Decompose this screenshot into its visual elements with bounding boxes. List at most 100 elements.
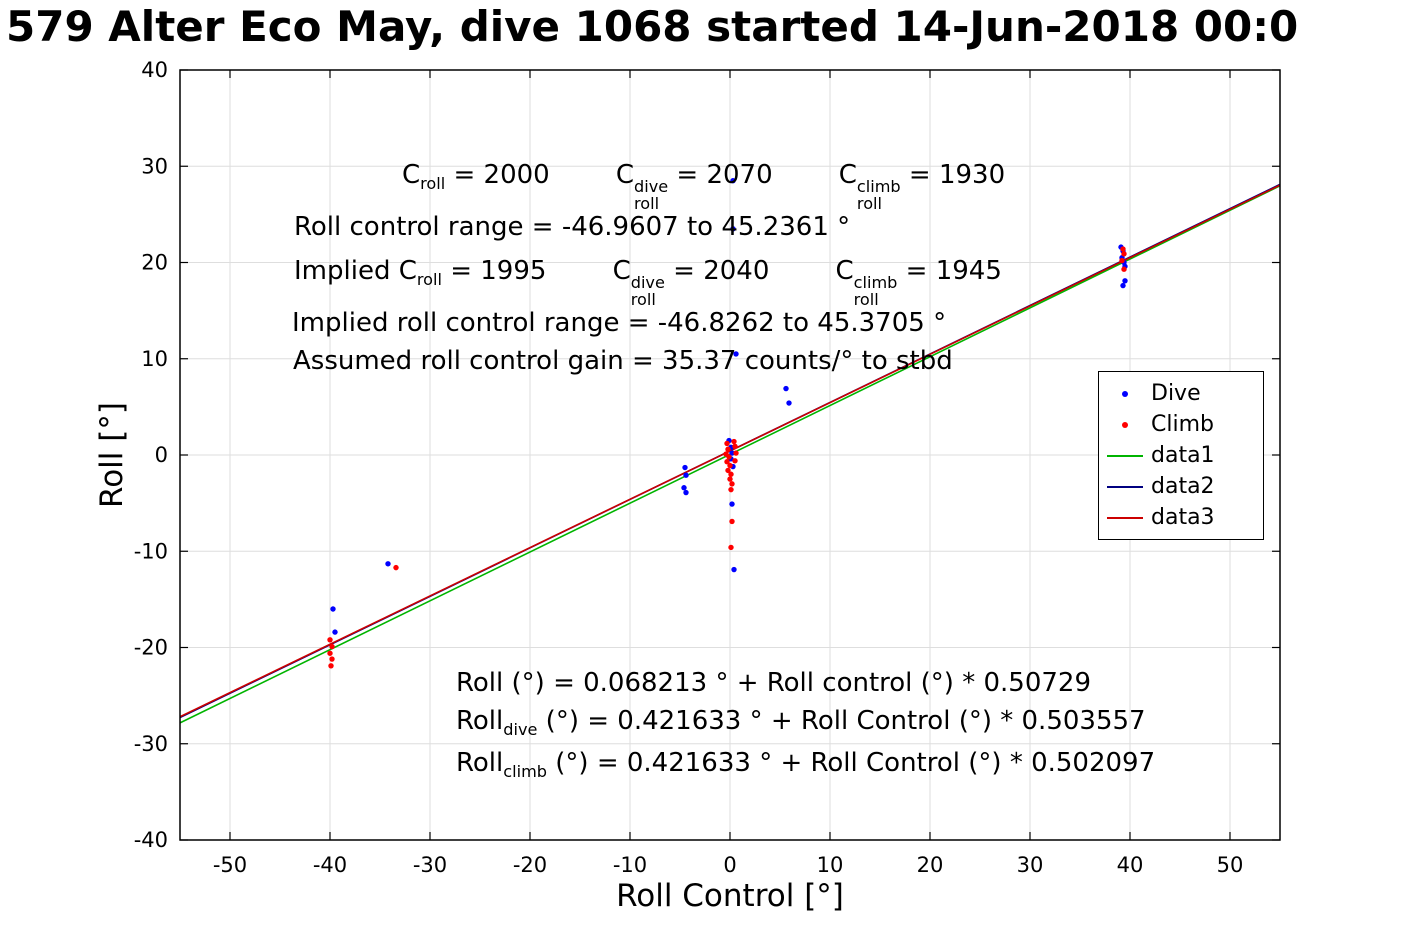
- stacked-supsub: climb roll: [853, 272, 898, 309]
- scatter-point-dive: [683, 489, 689, 496]
- scatter-point-dive: [1122, 278, 1128, 284]
- scatter-point-climb: [328, 663, 334, 669]
- legend-marker-shape: [1107, 485, 1143, 488]
- x-tick-label: 40: [1117, 853, 1144, 877]
- scatter-point-climb: [727, 476, 733, 482]
- scatter-point-climb: [1120, 246, 1126, 252]
- x-tick-label: -50: [213, 853, 247, 877]
- scatter-point-climb: [733, 450, 739, 456]
- y-tick-label: 20: [141, 251, 168, 275]
- stacked-supsub: dive roll: [634, 176, 669, 213]
- annotation-roll-control-gain: Assumed roll control gain = 35.37 counts…: [293, 346, 953, 376]
- scatter-point-climb: [327, 637, 333, 643]
- legend-label: data2: [1151, 474, 1215, 499]
- legend-marker-shape: [1107, 454, 1143, 457]
- scatter-point-dive: [385, 561, 391, 567]
- x-tick-label: -30: [413, 853, 447, 877]
- legend: Dive Climb data1 data2 data3: [1098, 371, 1264, 540]
- legend-label: data3: [1151, 505, 1215, 530]
- scatter-point-dive: [330, 606, 336, 612]
- scatter-point-climb: [724, 459, 730, 465]
- scatter-point-dive: [682, 464, 688, 471]
- legend-marker-shape: [1107, 516, 1143, 519]
- x-tick-label: -40: [313, 853, 347, 877]
- scatter-point-climb: [725, 467, 731, 474]
- scatter-point-dive: [683, 472, 689, 478]
- legend-item-climb: Climb: [1099, 409, 1263, 440]
- stacked-supsub: dive roll: [630, 272, 665, 309]
- scatter-point-dive: [783, 385, 789, 392]
- scatter-point-dive: [731, 566, 737, 573]
- figure-title: 579 Alter Eco May, dive 1068 started 14-…: [6, 2, 1299, 51]
- scatter-point-climb: [727, 462, 733, 469]
- scatter-point-climb: [327, 650, 333, 656]
- legend-item-data3: data3: [1099, 502, 1263, 533]
- y-tick-label: 0: [155, 443, 168, 467]
- scatter-point-climb: [393, 564, 399, 571]
- legend-marker-shape: [1122, 390, 1128, 397]
- annotation-fit-all: Roll (°) = 0.068213 ° + Roll control (°)…: [456, 668, 1091, 698]
- scatter-point-dive: [681, 485, 687, 491]
- scatter-point-dive: [1120, 282, 1126, 289]
- scatter-point-dive: [730, 226, 736, 232]
- scatter-point-climb: [329, 643, 335, 650]
- annotation-fit-dive: Rolldive (°) = 0.421633 ° + Roll Control…: [456, 706, 1146, 740]
- y-tick-label: 30: [141, 154, 168, 178]
- scatter-point-dive: [332, 629, 338, 635]
- annotation-roll-control-range: Roll control range = -46.9607 to 45.2361…: [294, 212, 851, 242]
- scatter-point-climb: [724, 440, 730, 447]
- scatter-point-climb: [1121, 266, 1127, 272]
- y-tick-label: 10: [141, 347, 168, 371]
- legend-item-data1: data1: [1099, 440, 1263, 471]
- legend-item-dive: Dive: [1099, 378, 1263, 409]
- scatter-point-dive: [786, 400, 792, 406]
- x-tick-label: 0: [723, 853, 736, 877]
- legend-line-marker: [1099, 516, 1151, 519]
- legend-label: data1: [1151, 443, 1215, 468]
- scatter-point-climb: [732, 443, 738, 450]
- scatter-point-dive: [733, 351, 739, 357]
- scatter-point-climb: [1119, 257, 1125, 264]
- scatter-point-climb: [728, 544, 734, 551]
- scatter-point-climb: [732, 458, 738, 464]
- y-axis-label: Roll [°]: [94, 402, 130, 508]
- y-tick-label: -40: [134, 828, 168, 852]
- y-tick-label: -20: [134, 636, 168, 660]
- x-tick-label: 10: [817, 853, 844, 877]
- scatter-point-climb: [725, 446, 731, 452]
- scatter-point-climb: [329, 656, 335, 662]
- legend-dot-marker: [1099, 390, 1151, 397]
- legend-dot-marker: [1099, 421, 1151, 428]
- legend-label: Dive: [1151, 381, 1201, 406]
- scatter-point-climb: [729, 481, 735, 487]
- x-tick-label: -20: [513, 853, 547, 877]
- scatter-point-dive: [730, 177, 736, 184]
- x-tick-label: 20: [917, 853, 944, 877]
- annotation-implied-roll-control-range: Implied roll control range = -46.8262 to…: [292, 308, 947, 338]
- y-tick-label: -30: [134, 732, 168, 756]
- annotation-fit-climb: Rollclimb (°) = 0.421633 ° + Roll Contro…: [456, 748, 1156, 782]
- legend-line-marker: [1099, 485, 1151, 488]
- scatter-point-climb: [728, 486, 734, 493]
- scatter-point-climb: [731, 438, 737, 445]
- y-tick-label: 40: [141, 58, 168, 82]
- scatter-point-climb: [726, 454, 732, 460]
- x-tick-label: 50: [1217, 853, 1244, 877]
- scatter-point-dive: [729, 450, 735, 456]
- scatter-point-climb: [729, 518, 735, 525]
- stacked-supsub: climb roll: [856, 176, 901, 213]
- legend-line-marker: [1099, 454, 1151, 457]
- x-tick-label: 30: [1017, 853, 1044, 877]
- x-tick-label: -10: [613, 853, 647, 877]
- legend-item-data2: data2: [1099, 471, 1263, 502]
- legend-marker-shape: [1122, 421, 1128, 428]
- scatter-point-dive: [729, 501, 735, 507]
- x-axis-label: Roll Control [°]: [616, 878, 844, 914]
- y-tick-label: -10: [134, 539, 168, 563]
- scatter-point-climb: [1121, 251, 1127, 257]
- scatter-point-climb: [728, 471, 734, 477]
- legend-label: Climb: [1151, 412, 1214, 437]
